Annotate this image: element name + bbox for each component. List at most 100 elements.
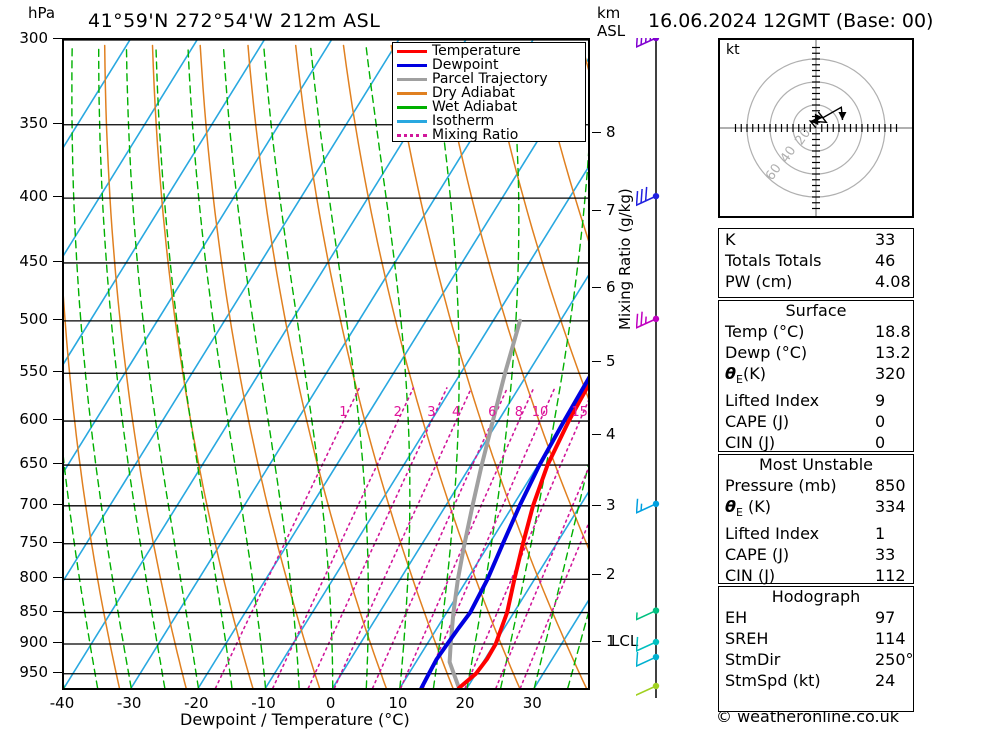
info-row: StmDir 250°: [719, 649, 914, 670]
mixing-ratio-label: 6: [488, 405, 497, 421]
legend-swatch: [397, 119, 427, 123]
legend-item: Isotherm: [395, 114, 583, 128]
pressure-axis: 300 350 400 450 500 550 600 650 700 750 800 850 900 9…: [0, 29, 62, 690]
pressure-tick-label: 350: [19, 113, 48, 132]
legend-swatch: [397, 133, 427, 137]
altitude-tick-label: 7: [606, 200, 616, 219]
info-row: Pressure (mb) 850: [719, 475, 913, 496]
altitude-unit-label: km: [597, 4, 621, 22]
info-label: CIN (J): [725, 566, 776, 586]
dry-adiabat-lines: [64, 44, 588, 688]
legend-swatch: [397, 49, 427, 53]
pressure-tick-mark: [53, 641, 62, 643]
legend-label: Isotherm: [432, 113, 495, 129]
pressure-gridlines: [64, 40, 588, 675]
temperature-axis: -40 -30 -20 -10 0 10 20 30: [0, 692, 660, 716]
info-row: StmSpd (kt) 24: [719, 670, 913, 691]
altitude-tick-label: 1: [606, 631, 616, 650]
altitude-tick-mark: [592, 433, 601, 435]
parcel-trajectory-curve: [447, 318, 522, 688]
hodograph-ring-label: 40: [778, 144, 800, 166]
page-title: 41°59'N 272°54'W 212m ASL: [88, 10, 381, 32]
pressure-tick-label: 850: [19, 601, 48, 620]
pressure-tick-label: 450: [19, 251, 48, 270]
hodograph-plot: kt 20 40 60: [718, 38, 914, 218]
pressure-tick-label: 950: [19, 662, 48, 681]
isotherm-lines: [64, 40, 588, 688]
pressure-tick-mark: [53, 419, 62, 421]
legend-label: Parcel Trajectory: [432, 71, 548, 87]
altitude-tick-label: 8: [606, 123, 616, 142]
legend-item: Dry Adiabat: [395, 86, 583, 100]
pressure-tick-mark: [53, 196, 62, 198]
info-label: CIN (J): [725, 433, 776, 453]
info-value: 9: [875, 391, 886, 411]
info-row: SREH 114: [719, 628, 913, 649]
info-row: PW (cm) 4.08: [719, 271, 913, 292]
temperature-tick-label: 30: [522, 694, 542, 712]
panel-title: Hodograph: [771, 587, 861, 606]
temperature-tick-label: -20: [184, 694, 209, 712]
hodograph-unit-label: kt: [726, 42, 740, 58]
mixing-ratio-label: 4: [452, 405, 461, 421]
pressure-tick-label: 750: [19, 532, 48, 551]
legend-item: Temperature: [395, 44, 583, 58]
temperature-tick-label: 0: [325, 694, 336, 712]
hodograph-stats-panel: Hodograph EH 97 SREH 114 StmDir 250° StmSpd (kt…: [718, 586, 914, 712]
legend-item: Wet Adiabat: [395, 100, 583, 114]
info-row: CAPE (J) 0: [719, 411, 913, 432]
temperature-tick-label: -10: [251, 694, 276, 712]
info-value: 46: [875, 251, 896, 270]
info-row: EH 97: [719, 607, 913, 628]
pressure-tick-mark: [53, 541, 62, 543]
pressure-tick-mark: [53, 260, 62, 262]
pressure-tick-label: 900: [19, 632, 48, 651]
mixing-ratio-lines: [214, 387, 588, 688]
pressure-tick-label: 550: [19, 362, 48, 381]
info-row: Lifted Index 1: [719, 523, 913, 544]
info-value: 850: [875, 476, 906, 495]
legend-swatch: [397, 63, 427, 67]
info-value: 13.2: [875, 343, 911, 362]
pressure-tick-mark: [53, 671, 62, 673]
x-axis-title: Dewpoint / Temperature (°C): [180, 710, 410, 729]
panel-title: Most Unstable: [759, 455, 873, 474]
pressure-tick-label: 300: [19, 29, 48, 47]
stability-indices-panel: K 33 Totals Totals 46 PW (cm) 4.08: [718, 228, 914, 298]
hodograph-arrow: [838, 111, 847, 120]
altitude-tick-label: 6: [606, 278, 616, 297]
mixing-ratio-label: 1: [339, 405, 348, 421]
pressure-tick-mark: [53, 318, 62, 320]
info-value: 0: [875, 412, 886, 432]
info-row: CIN (J) 0: [719, 432, 913, 453]
legend: Temperature Dewpoint Parcel Trajectory Dry …: [392, 42, 586, 142]
altitude-tick-mark: [592, 573, 601, 575]
temperature-tick-label: 10: [388, 694, 408, 712]
altitude-asl-label: ASL: [597, 22, 626, 40]
info-row: Lifted Index 9: [719, 390, 913, 411]
info-label: Temp (°C): [725, 322, 805, 341]
legend-label: Dewpoint: [432, 57, 499, 73]
altitude-tick-label: 3: [606, 495, 616, 514]
info-label: SREH: [725, 629, 769, 648]
info-value: 320: [875, 364, 906, 383]
info-label: EH: [725, 608, 748, 627]
info-value: 33: [875, 230, 896, 249]
info-value: 112: [875, 566, 906, 586]
legend-item: Mixing Ratio: [395, 128, 583, 142]
pressure-tick-mark: [53, 371, 62, 373]
legend-label: Dry Adiabat: [432, 85, 515, 101]
info-value: 250°: [875, 650, 914, 669]
info-label: Dewp (°C): [725, 343, 808, 362]
info-row: Dewp (°C) 13.2: [719, 342, 913, 363]
temperature-tick-label: -30: [116, 694, 142, 712]
wind-barb-canvas: [631, 28, 660, 698]
pressure-tick-label: 500: [19, 309, 48, 328]
pressure-tick-label: 400: [19, 187, 48, 206]
temperature-tick-label: -40: [49, 694, 75, 712]
mixing-ratio-label: 15: [571, 405, 588, 421]
info-value: 114: [875, 629, 906, 648]
hodograph-ring-label: 60: [763, 161, 785, 183]
info-row: CAPE (J) 33: [719, 544, 913, 565]
info-row: Temp (°C) 18.8: [719, 321, 913, 342]
